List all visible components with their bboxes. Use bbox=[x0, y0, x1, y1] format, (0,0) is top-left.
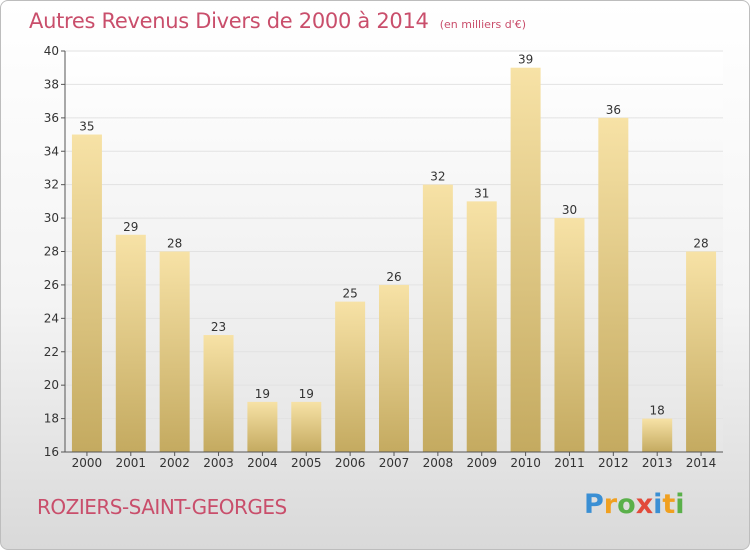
bar-value-label: 35 bbox=[79, 120, 94, 134]
y-tick-label: 16 bbox=[44, 445, 59, 459]
bar-2013 bbox=[642, 418, 673, 452]
y-tick-label: 22 bbox=[44, 345, 59, 359]
logo-letter: o bbox=[617, 489, 636, 520]
bar-2014 bbox=[686, 251, 717, 452]
bar-2000 bbox=[71, 134, 102, 452]
y-tick-label: 32 bbox=[44, 178, 59, 192]
y-tick-label: 20 bbox=[44, 378, 59, 392]
bar-value-label: 28 bbox=[167, 237, 182, 251]
x-tick-label: 2013 bbox=[642, 456, 673, 470]
x-tick-label: 2001 bbox=[116, 456, 147, 470]
y-tick-label: 18 bbox=[44, 412, 59, 426]
x-tick-label: 2000 bbox=[72, 456, 103, 470]
bar-value-label: 25 bbox=[342, 287, 357, 301]
logo-letter: i bbox=[653, 489, 663, 520]
y-tick-label: 38 bbox=[44, 77, 59, 91]
x-tick-label: 2006 bbox=[335, 456, 366, 470]
bar-2005 bbox=[291, 401, 322, 452]
chart-title: Autres Revenus Divers de 2000 à 2014 bbox=[29, 9, 429, 33]
x-tick-label: 2014 bbox=[686, 456, 717, 470]
x-tick-label: 2007 bbox=[379, 456, 410, 470]
bar-2006 bbox=[335, 301, 366, 452]
x-tick-label: 2009 bbox=[466, 456, 497, 470]
bar-value-label: 39 bbox=[518, 53, 533, 67]
x-tick-label: 2004 bbox=[247, 456, 278, 470]
bar-2008 bbox=[422, 184, 453, 452]
logo-letter: P bbox=[584, 489, 604, 520]
bar-2012 bbox=[598, 117, 629, 452]
y-tick-label: 26 bbox=[44, 278, 59, 292]
bar-value-label: 31 bbox=[474, 186, 489, 200]
x-tick-label: 2012 bbox=[598, 456, 629, 470]
y-tick-label: 24 bbox=[44, 311, 59, 325]
x-tick-label: 2010 bbox=[510, 456, 541, 470]
bar-value-label: 18 bbox=[650, 404, 665, 418]
bar-value-label: 32 bbox=[430, 170, 445, 184]
bar-2004 bbox=[247, 401, 278, 452]
chart-subtitle: (en milliers d'€) bbox=[439, 18, 526, 31]
bar-2002 bbox=[159, 251, 190, 452]
bar-2007 bbox=[379, 284, 409, 452]
bar-2011 bbox=[554, 218, 585, 452]
bar-value-label: 30 bbox=[562, 203, 577, 217]
logo-letter: x bbox=[635, 489, 654, 520]
bar-value-label: 26 bbox=[386, 270, 401, 284]
y-tick-label: 28 bbox=[44, 245, 59, 259]
bar-value-label: 28 bbox=[693, 237, 708, 251]
location-label: ROZIERS-SAINT-GEORGES bbox=[37, 495, 287, 519]
y-tick-label: 36 bbox=[44, 111, 59, 125]
bar-value-label: 23 bbox=[211, 320, 226, 334]
y-tick-label: 34 bbox=[44, 144, 59, 158]
bar-2009 bbox=[466, 201, 497, 452]
y-tick-label: 40 bbox=[44, 44, 59, 58]
bar-value-label: 29 bbox=[123, 220, 138, 234]
bar-2010 bbox=[510, 67, 541, 452]
bar-value-label: 19 bbox=[299, 387, 314, 401]
x-tick-label: 2002 bbox=[159, 456, 190, 470]
x-tick-label: 2011 bbox=[554, 456, 585, 470]
bar-value-label: 36 bbox=[606, 103, 621, 117]
bar-2003 bbox=[203, 335, 234, 452]
bar-value-label: 19 bbox=[255, 387, 270, 401]
logo-letter: t bbox=[662, 489, 676, 520]
logo-letter: i bbox=[675, 489, 685, 520]
x-tick-label: 2008 bbox=[423, 456, 454, 470]
x-tick-label: 2003 bbox=[203, 456, 234, 470]
bar-2001 bbox=[115, 234, 146, 452]
title-line: Autres Revenus Divers de 2000 à 2014 (en… bbox=[29, 9, 526, 33]
proxiti-logo: Proxiti bbox=[584, 489, 685, 520]
x-tick-label: 2005 bbox=[291, 456, 322, 470]
y-tick-label: 30 bbox=[44, 211, 59, 225]
logo-letter: r bbox=[603, 489, 618, 520]
